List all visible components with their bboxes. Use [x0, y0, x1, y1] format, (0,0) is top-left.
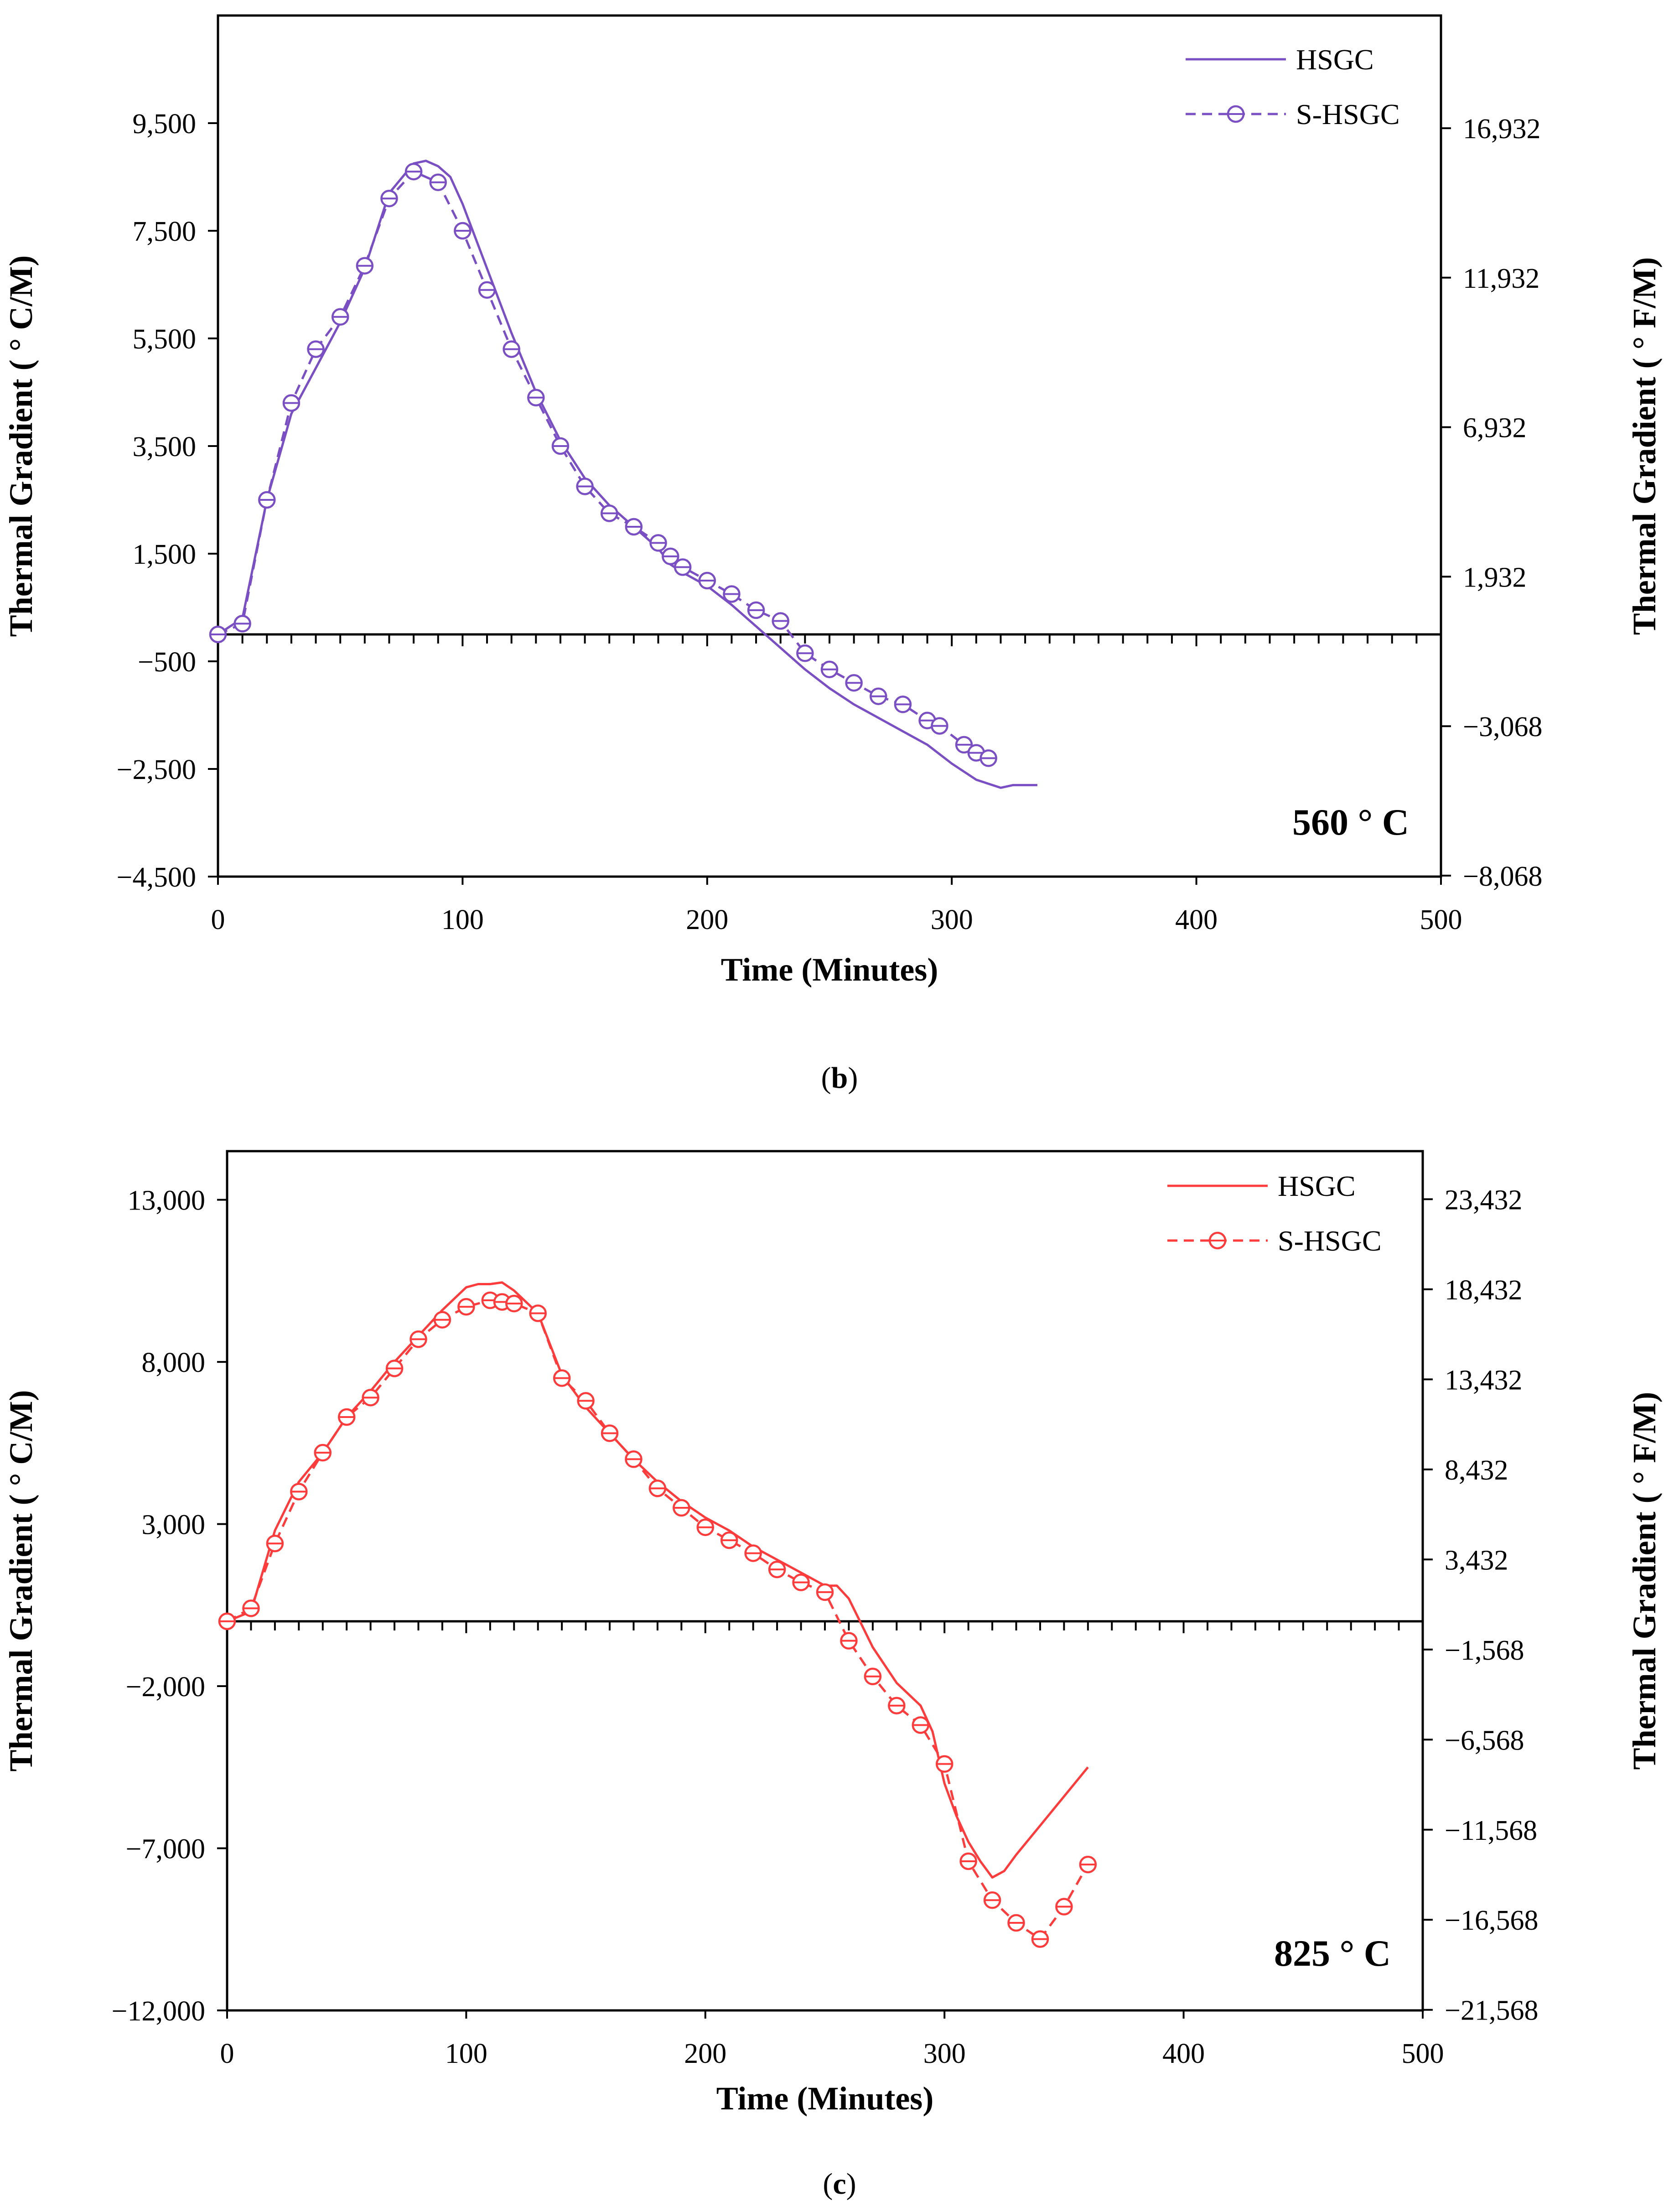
y-left-tick-label: −12,000: [112, 1996, 205, 2027]
y-axis-title-right: Thermal Gradient ( ° F/M): [1626, 1392, 1663, 1770]
x-tick-label: 0: [211, 904, 225, 935]
y-right-tick-label: 16,932: [1463, 114, 1541, 145]
y-right-tick-label: 18,432: [1445, 1275, 1523, 1306]
legend-label-hsgc: HSGC: [1296, 43, 1374, 76]
legend-label-s-hsgc: S-HSGC: [1278, 1225, 1382, 1257]
y-right-tick-label: 23,432: [1445, 1184, 1523, 1215]
x-tick-label: 0: [220, 2038, 234, 2069]
panel-caption: (b): [821, 1061, 858, 1095]
y-left-tick-label: 8,000: [142, 1347, 206, 1378]
chart-panel-c: 0 100 200 300 400 500 13,000 8,000 3,000 −2,000 −7…: [3, 1150, 1663, 2201]
y-right-tick-label: −16,568: [1445, 1905, 1538, 1936]
y-left-tick-label: −2,000: [126, 1672, 205, 1703]
legend-label-s-hsgc: S-HSGC: [1296, 98, 1400, 130]
y-left-tick-label: −4,500: [117, 862, 196, 893]
y-right-tick-label: 6,932: [1463, 413, 1527, 444]
x-tick-label: 200: [686, 904, 728, 935]
temperature-annotation: 825 ° C: [1274, 1932, 1391, 1974]
x-axis-title: Time (Minutes): [716, 2080, 934, 2117]
y-right-tick-label: 13,432: [1445, 1365, 1523, 1396]
y-left-tick-label: 9,500: [133, 109, 197, 140]
x-tick-label: 500: [1402, 2038, 1444, 2069]
x-axis-title: Time (Minutes): [721, 951, 938, 988]
y-left-tick-label: 5,500: [133, 324, 197, 355]
y-right-tick-label: −3,068: [1463, 711, 1542, 743]
y-right-tick-label: 3,432: [1445, 1545, 1508, 1576]
y-left-tick-label: 7,500: [133, 216, 197, 247]
y-left-tick-label: 1,500: [133, 539, 197, 570]
y-right-tick-label: −1,568: [1445, 1635, 1524, 1666]
x-tick-label: 300: [931, 904, 973, 935]
series-line-s-hsgc: [226, 1299, 1089, 1941]
chart-panel-b: 0 100 200 300 400 500 9,500 7,500 5,500 3,500 1,50…: [3, 14, 1663, 1095]
x-tick-label: 400: [1162, 2038, 1205, 2069]
y-left-tick-label: 3,500: [133, 431, 197, 462]
y-left-tick-label: −2,500: [117, 754, 196, 785]
y-right-tick-label: −21,568: [1445, 1995, 1538, 2026]
legend-label-hsgc: HSGC: [1278, 1170, 1356, 1202]
x-tick-label: 500: [1420, 904, 1462, 935]
y-axis-title-left: Thermal Gradient ( ° C/M): [3, 1390, 39, 1772]
y-left-tick-label: 13,000: [128, 1185, 206, 1216]
y-right-tick-label: 11,932: [1463, 263, 1539, 294]
series-line-s-hsgc: [217, 170, 989, 759]
temperature-annotation: 560 ° C: [1292, 801, 1409, 843]
plot-frame: [226, 1150, 1424, 2012]
y-right-tick-label: 8,432: [1445, 1455, 1508, 1486]
series-line-hsgc: [227, 1281, 1089, 1879]
y-left-tick-label: 3,000: [142, 1510, 206, 1541]
x-tick-label: 200: [684, 2038, 726, 2069]
panel-caption: (c): [823, 2167, 856, 2201]
y-axis-title-right: Thermal Gradient ( ° F/M): [1626, 257, 1663, 635]
y-right-tick-label: −6,568: [1445, 1725, 1524, 1756]
x-tick-label: 100: [441, 904, 484, 935]
x-tick-label: 400: [1175, 904, 1218, 935]
y-left-tick-label: −7,000: [126, 1834, 205, 1865]
x-tick-label: 100: [445, 2038, 487, 2069]
plot-frame: [217, 14, 1442, 878]
x-tick-label: 300: [923, 2038, 966, 2069]
y-right-tick-label: 1,932: [1463, 562, 1527, 593]
y-right-tick-label: −11,568: [1445, 1815, 1537, 1846]
y-axis-title-left: Thermal Gradient ( ° C/M): [3, 255, 39, 637]
y-right-tick-label: −8,068: [1463, 861, 1542, 892]
y-left-tick-label: −500: [138, 647, 196, 678]
series-line-hsgc: [217, 160, 1037, 789]
